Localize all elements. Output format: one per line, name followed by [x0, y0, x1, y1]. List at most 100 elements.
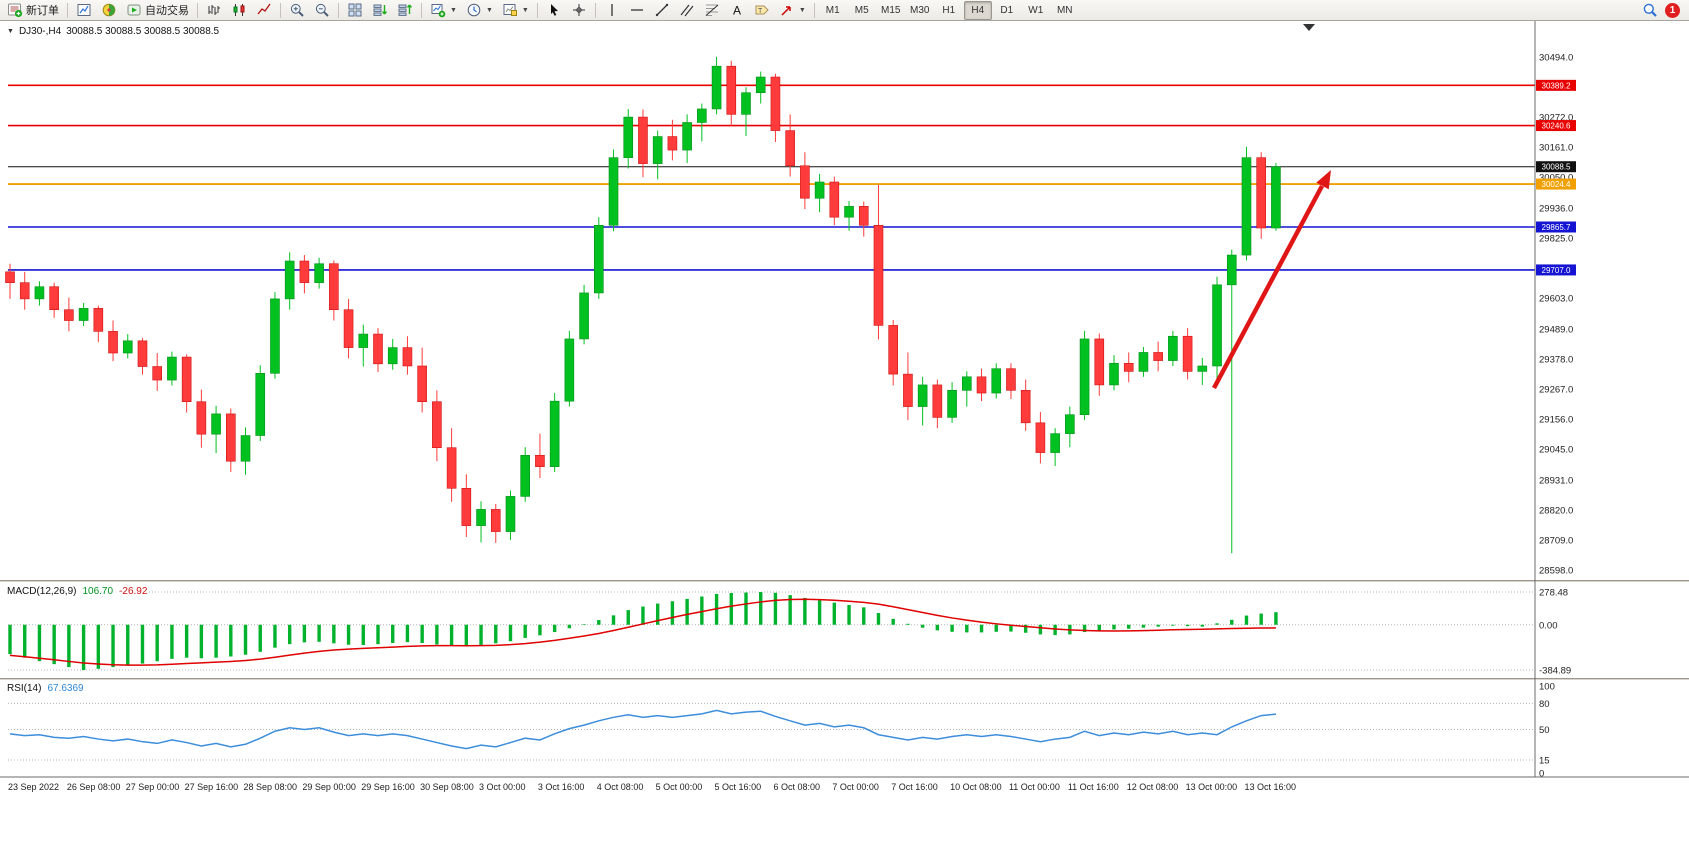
- market-watch-button[interactable]: [72, 0, 96, 21]
- new-chart-button[interactable]: ▼: [426, 0, 461, 21]
- text-label-tool-button[interactable]: T: [750, 0, 774, 21]
- candlestick-mode-button[interactable]: [227, 0, 251, 21]
- rsi-indicator-label: RSI(14) 67.6369: [7, 683, 84, 694]
- svg-text:13 Oct 16:00: 13 Oct 16:00: [1244, 782, 1296, 792]
- cursor-icon: [550, 4, 558, 16]
- macd-signal-value: -26.92: [119, 586, 148, 597]
- trendline-tool-button[interactable]: [650, 0, 674, 21]
- svg-text:26 Sep 08:00: 26 Sep 08:00: [67, 782, 121, 792]
- panel-separator[interactable]: [0, 580, 1689, 583]
- toolbar-separator: [421, 2, 422, 18]
- timeframe-h4-button[interactable]: H4: [963, 0, 992, 20]
- crosshair-icon: [572, 4, 585, 16]
- svg-text:5 Oct 16:00: 5 Oct 16:00: [715, 782, 762, 792]
- svg-text:29825.0: 29825.0: [1539, 234, 1573, 245]
- equidistant-channel-tool-button[interactable]: [675, 0, 699, 21]
- macd-histogram: [8, 592, 1278, 671]
- timeframe-m15-button[interactable]: M15: [881, 4, 901, 16]
- panel-separator[interactable]: [0, 678, 1689, 681]
- dropdown-caret-icon: ▼: [450, 6, 457, 14]
- macd-signal-line: [9, 598, 1276, 666]
- autotrading-label: 自动交易: [145, 5, 189, 17]
- zoom-out-button[interactable]: [310, 0, 334, 21]
- timeframe-d1-button[interactable]: D1: [1000, 4, 1014, 16]
- svg-text:7 Oct 16:00: 7 Oct 16:00: [891, 782, 938, 792]
- chart-window: 30494.0 30272.0 30161.0 30050.0 29936.0 29825…: [0, 21, 1689, 859]
- search-icon: [1643, 3, 1657, 17]
- price-chart-canvas[interactable]: 30494.0 30272.0 30161.0 30050.0 29936.0 29825…: [0, 21, 1689, 859]
- zoom-out-icon: [315, 3, 329, 17]
- line-chart-mode-button[interactable]: [252, 0, 276, 21]
- timeframe-m1-button[interactable]: M1: [825, 4, 840, 16]
- timeframe-m30-button[interactable]: M30: [910, 4, 930, 16]
- new-order-button[interactable]: 新订单: [3, 0, 63, 21]
- crosshair-tool-button[interactable]: [567, 0, 591, 21]
- tile-windows-button[interactable]: [343, 0, 367, 21]
- svg-text:30024.4: 30024.4: [1542, 180, 1571, 189]
- arrows-tool-button[interactable]: ▼: [775, 0, 810, 21]
- svg-text:30161.0: 30161.0: [1539, 143, 1573, 154]
- vertical-line-icon: [611, 4, 613, 16]
- svg-text:15: 15: [1539, 755, 1550, 766]
- timeframe-w1-button[interactable]: W1: [1028, 4, 1044, 16]
- zoom-in-button[interactable]: [285, 0, 309, 21]
- svg-text:30494.0: 30494.0: [1539, 53, 1573, 64]
- svg-text:278.48: 278.48: [1539, 588, 1568, 599]
- svg-text:29378.0: 29378.0: [1539, 354, 1573, 365]
- profiles-button[interactable]: ▼: [462, 0, 497, 21]
- autotrading-button[interactable]: 自动交易: [122, 0, 193, 21]
- price-badge-29865.7: [1536, 221, 1576, 233]
- price-badge-30088.5: [1536, 161, 1576, 173]
- autotrading-icon: [127, 4, 141, 16]
- chart-title[interactable]: ▼ DJ30-,H4 30088.5 30088.5 30088.5 30088…: [7, 26, 219, 37]
- svg-text:28931.0: 28931.0: [1539, 475, 1573, 486]
- templates-icon: [503, 4, 517, 16]
- svg-text:30050.0: 30050.0: [1539, 173, 1573, 184]
- svg-text:12 Oct 08:00: 12 Oct 08:00: [1127, 782, 1179, 792]
- svg-text:80: 80: [1539, 699, 1550, 710]
- sort-ascending-button[interactable]: [368, 0, 392, 21]
- main-toolbar: 新订单 自动交易: [0, 0, 1689, 21]
- navigator-button[interactable]: [97, 0, 121, 21]
- text-tool-button[interactable]: A: [725, 0, 749, 21]
- new-chart-icon: [431, 4, 446, 18]
- svg-text:13 Oct 00:00: 13 Oct 00:00: [1186, 782, 1238, 792]
- svg-text:28598.0: 28598.0: [1539, 566, 1573, 577]
- search-button[interactable]: [1638, 0, 1662, 21]
- templates-button[interactable]: ▼: [498, 0, 533, 21]
- svg-text:28820.0: 28820.0: [1539, 505, 1573, 516]
- timeframe-h1-button[interactable]: H1: [942, 4, 956, 16]
- toolbar-separator: [594, 2, 596, 18]
- sort-ascending-icon: [373, 4, 388, 16]
- svg-text:29707.0: 29707.0: [1542, 266, 1571, 275]
- svg-text:29267.0: 29267.0: [1539, 384, 1573, 395]
- timeframe-mn-button[interactable]: MN: [1056, 4, 1073, 16]
- svg-text:-384.89: -384.89: [1539, 666, 1571, 677]
- svg-text:29865.7: 29865.7: [1542, 223, 1571, 232]
- svg-text:T: T: [758, 8, 763, 15]
- profiles-clock-icon: [467, 3, 481, 17]
- svg-text:30240.6: 30240.6: [1542, 122, 1571, 131]
- toolbar-separator: [280, 2, 281, 18]
- bar-chart-mode-button[interactable]: [202, 0, 226, 21]
- timeframe-m5-button[interactable]: M5: [854, 4, 869, 16]
- tile-windows-icon: [348, 3, 362, 17]
- rsi-name: RSI(14): [7, 683, 42, 694]
- svg-text:0: 0: [1539, 769, 1544, 780]
- cursor-tool-button[interactable]: [542, 0, 566, 21]
- trend-arrow[interactable]: [1212, 184, 1324, 390]
- horizontal-line-tool-button[interactable]: [625, 0, 649, 21]
- bar-chart-icon: [208, 5, 220, 15]
- candlestick-icon: [233, 4, 245, 16]
- svg-text:29489.0: 29489.0: [1539, 324, 1573, 335]
- vertical-line-tool-button[interactable]: [600, 0, 624, 21]
- sort-descending-button[interactable]: [393, 0, 417, 21]
- fibonacci-tool-button[interactable]: [700, 0, 724, 21]
- scroll-to-end-marker[interactable]: [1303, 24, 1315, 31]
- svg-text:11 Oct 16:00: 11 Oct 16:00: [1068, 782, 1119, 792]
- dropdown-caret-icon: ▼: [798, 6, 806, 14]
- new-order-label: 新订单: [26, 5, 59, 17]
- notification-badge[interactable]: 1: [1665, 2, 1680, 18]
- svg-text:7 Oct 00:00: 7 Oct 00:00: [832, 782, 879, 792]
- price-badge-30389.2: [1536, 79, 1576, 91]
